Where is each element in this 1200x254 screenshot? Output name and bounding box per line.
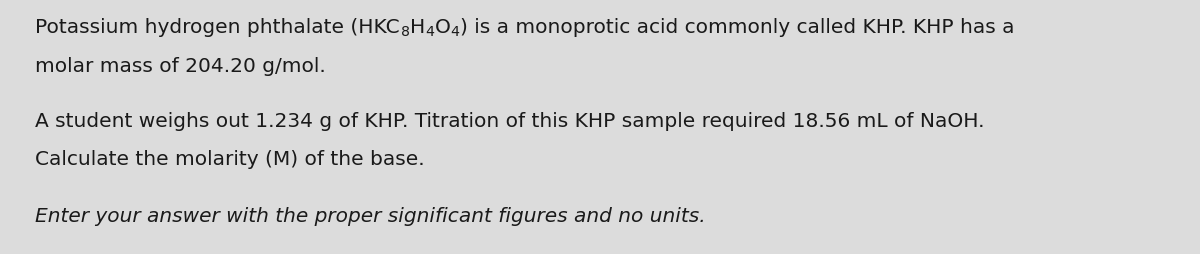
Text: molar mass of 204.20 g/mol.: molar mass of 204.20 g/mol. <box>35 57 325 76</box>
Text: Calculate the molarity (M) of the base.: Calculate the molarity (M) of the base. <box>35 149 425 168</box>
Text: $_8$H$_4$O$_4$: $_8$H$_4$O$_4$ <box>400 18 461 39</box>
Text: Potassium hydrogen phthalate (HKC: Potassium hydrogen phthalate (HKC <box>35 18 400 37</box>
Text: ) is a monoprotic acid commonly called KHP. KHP has a: ) is a monoprotic acid commonly called K… <box>461 18 1015 37</box>
Text: A student weighs out 1.234 g of KHP. Titration of this KHP sample required 18.56: A student weighs out 1.234 g of KHP. Tit… <box>35 112 984 131</box>
Text: Enter your answer with the proper significant figures and no units.: Enter your answer with the proper signif… <box>35 206 706 225</box>
